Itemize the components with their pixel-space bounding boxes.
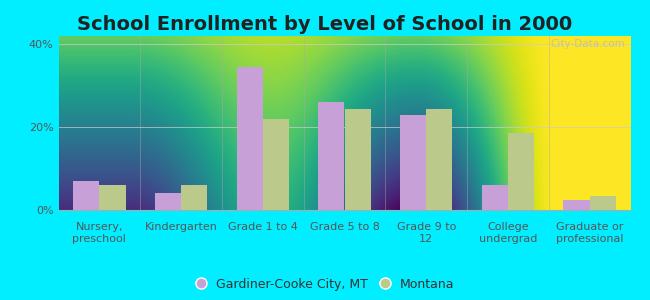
Text: Kindergarten: Kindergarten: [145, 222, 218, 232]
Bar: [590, 196, 616, 210]
Text: Graduate or
professional: Graduate or professional: [556, 222, 623, 244]
Text: Nursery,
preschool: Nursery, preschool: [72, 222, 126, 244]
Bar: [400, 115, 426, 210]
Bar: [318, 102, 344, 210]
Bar: [263, 119, 289, 210]
Bar: [508, 134, 534, 210]
Bar: [237, 67, 263, 210]
Bar: [181, 185, 207, 210]
Bar: [73, 181, 99, 210]
Text: Grade 1 to 4: Grade 1 to 4: [228, 222, 298, 232]
Text: City-Data.com: City-Data.com: [550, 40, 625, 50]
Text: Grade 5 to 8: Grade 5 to 8: [309, 222, 380, 232]
Bar: [482, 185, 508, 210]
Bar: [564, 200, 590, 210]
Bar: [344, 109, 370, 210]
Text: College
undergrad: College undergrad: [479, 222, 537, 244]
Text: Grade 9 to
12: Grade 9 to 12: [396, 222, 456, 244]
Legend: Gardiner-Cooke City, MT, Montana: Gardiner-Cooke City, MT, Montana: [196, 278, 454, 291]
Bar: [426, 109, 452, 210]
Text: School Enrollment by Level of School in 2000: School Enrollment by Level of School in …: [77, 15, 573, 34]
Bar: [99, 185, 125, 210]
Bar: [155, 194, 181, 210]
